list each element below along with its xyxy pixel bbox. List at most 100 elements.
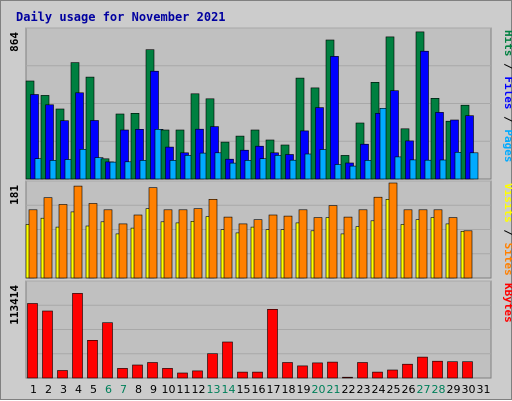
x-tick-label-day-30: 30: [462, 383, 476, 396]
bar-hits-files-day-4: [75, 92, 84, 180]
bar-kbytes-kbytes-day-24: [372, 371, 383, 379]
x-tick-label-day-23: 23: [357, 383, 371, 396]
x-tick-label-day-21: 21: [327, 383, 341, 396]
bar-hits-files-day-27: [420, 50, 429, 180]
x-tick-label-day-29: 29: [447, 383, 461, 396]
ymax-label-visits: 181: [8, 185, 21, 205]
x-tick-label-day-22: 22: [342, 383, 356, 396]
x-tick-label-day-12: 12: [192, 383, 206, 396]
bar-visits-visits-day-25: [388, 182, 398, 279]
x-tick-label-day-24: 24: [372, 383, 386, 396]
bar-visits-visits-day-3: [58, 204, 68, 279]
bar-hits-files-day-20: [315, 107, 324, 180]
bar-kbytes-kbytes-day-19: [297, 365, 308, 379]
bar-visits-visits-day-22: [343, 216, 353, 279]
bar-kbytes-kbytes-day-18: [282, 362, 293, 379]
x-tick-label-day-10: 10: [162, 383, 176, 396]
ymax-label-kbytes: 113414: [8, 285, 21, 325]
x-tick-label-day-1: 1: [30, 383, 37, 396]
x-tick-label-day-6: 6: [105, 383, 112, 396]
x-tick-label-day-14: 14: [222, 383, 236, 396]
bar-kbytes-kbytes-day-17: [267, 308, 278, 379]
bar-visits-visits-day-30: [463, 230, 473, 279]
legend-item-sites: Sites: [502, 243, 512, 276]
x-tick-label-day-7: 7: [120, 383, 127, 396]
legend-item-kbytes: KBytes: [502, 283, 512, 323]
bar-hits-files-day-21: [330, 56, 339, 180]
x-tick-label-day-19: 19: [297, 383, 311, 396]
bar-hits-files-day-1: [30, 94, 39, 180]
bar-visits-visits-day-2: [43, 197, 53, 279]
bar-kbytes-kbytes-day-9: [147, 362, 158, 379]
x-tick-label-day-20: 20: [312, 383, 326, 396]
bar-hits-files-day-7: [120, 129, 129, 180]
bar-kbytes-kbytes-day-1: [27, 303, 38, 379]
bar-visits-visits-day-19: [298, 209, 308, 279]
bar-hits-files-day-28: [435, 112, 444, 180]
bar-hits-files-day-5: [90, 120, 99, 180]
bar-visits-visits-day-27: [418, 209, 428, 279]
bar-kbytes-kbytes-day-6: [102, 322, 113, 379]
x-tick-label-day-16: 16: [252, 383, 266, 396]
bar-hits-files-day-29: [450, 119, 459, 180]
bar-kbytes-kbytes-day-26: [402, 363, 413, 379]
x-tick-label-day-17: 17: [267, 383, 281, 396]
legend-kbytes: KBytes: [502, 283, 512, 323]
bar-visits-visits-day-12: [193, 208, 203, 279]
x-tick-label-day-28: 28: [432, 383, 446, 396]
bar-kbytes-kbytes-day-27: [417, 356, 428, 379]
bar-hits-hits-day-19: [295, 77, 305, 180]
bar-kbytes-kbytes-day-11: [177, 372, 188, 379]
bar-visits-visits-day-18: [283, 215, 293, 279]
bar-kbytes-kbytes-day-2: [42, 310, 53, 379]
chart-title: Daily usage for November 2021: [16, 10, 226, 24]
legend-item-hits: Hits: [502, 30, 512, 57]
bar-visits-visits-day-1: [28, 209, 38, 279]
bar-hits-files-day-8: [135, 129, 144, 180]
bar-kbytes-kbytes-day-15: [237, 371, 248, 379]
bar-kbytes-kbytes-day-12: [192, 370, 203, 379]
bar-visits-visits-day-6: [103, 209, 113, 279]
bar-visits-visits-day-15: [238, 223, 248, 279]
x-tick-label-day-3: 3: [60, 383, 67, 396]
x-tick-label-day-15: 15: [237, 383, 251, 396]
x-tick-label-day-27: 27: [417, 383, 431, 396]
legend-separator: /: [502, 57, 512, 77]
x-tick-label-day-18: 18: [282, 383, 296, 396]
x-tick-label-day-5: 5: [90, 383, 97, 396]
bar-kbytes-kbytes-day-14: [222, 341, 233, 379]
bar-hits-files-day-3: [60, 120, 69, 180]
bar-kbytes-kbytes-day-25: [387, 369, 398, 379]
bar-hits-files-day-9: [150, 70, 159, 180]
bar-visits-visits-day-20: [313, 217, 323, 279]
bar-kbytes-kbytes-day-21: [327, 361, 338, 379]
x-tick-label-day-26: 26: [402, 383, 416, 396]
bar-kbytes-kbytes-day-10: [162, 368, 173, 379]
legend-separator: /: [502, 223, 512, 243]
x-tick-label-day-11: 11: [177, 383, 191, 396]
bar-visits-visits-day-23: [358, 209, 368, 279]
bar-visits-visits-day-4: [73, 185, 83, 279]
bar-kbytes-kbytes-day-5: [87, 339, 98, 379]
bar-kbytes-kbytes-day-23: [357, 362, 368, 379]
x-tick-label-day-25: 25: [387, 383, 401, 396]
bar-visits-visits-day-8: [133, 214, 143, 279]
legend-item-pages: Pages: [502, 129, 512, 162]
bar-kbytes-kbytes-day-30: [462, 361, 473, 379]
legend-item-files: Files: [502, 76, 512, 109]
bar-visits-visits-day-13: [208, 199, 218, 279]
bar-kbytes-kbytes-day-3: [57, 370, 68, 379]
x-tick-label-day-31: 31: [477, 383, 491, 396]
bar-visits-visits-day-5: [88, 203, 98, 279]
bar-visits-visits-day-21: [328, 205, 338, 279]
bar-kbytes-kbytes-day-29: [447, 361, 458, 379]
bar-visits-visits-day-7: [118, 223, 128, 279]
bar-visits-visits-day-24: [373, 196, 383, 279]
bar-visits-visits-day-11: [178, 209, 188, 279]
bar-visits-visits-day-28: [433, 209, 443, 279]
bar-kbytes-kbytes-day-16: [252, 371, 263, 379]
bar-kbytes-kbytes-day-7: [117, 368, 128, 379]
legend-separator: /: [502, 110, 512, 130]
bar-hits-files-day-25: [390, 90, 399, 180]
bar-visits-visits-day-17: [268, 214, 278, 279]
